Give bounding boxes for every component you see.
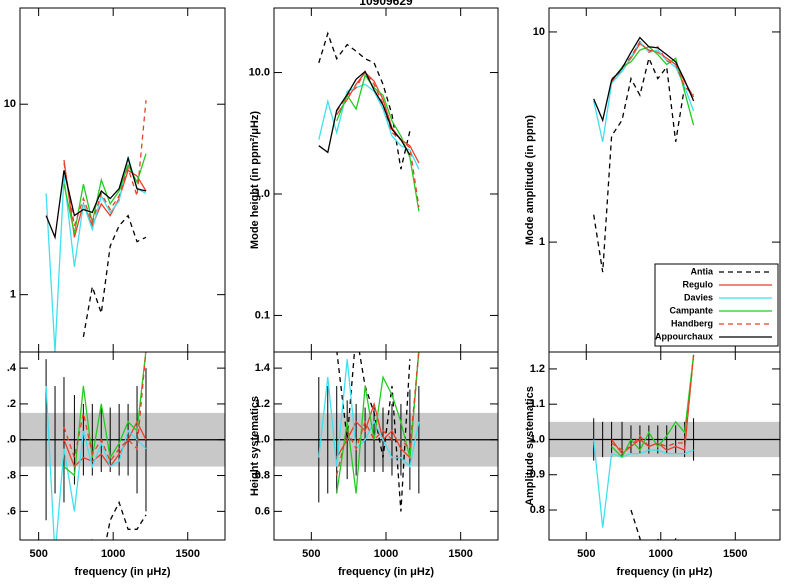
series-line [593, 56, 686, 273]
y-tick-label: 1.1 [530, 398, 545, 410]
legend-box [654, 263, 779, 347]
x-tick-label: 1000 [101, 548, 125, 560]
series-line [611, 40, 695, 96]
x-tick-label: 1500 [723, 548, 747, 560]
plot-area [274, 352, 498, 512]
y-tick-label: 1.0 [255, 434, 270, 446]
x-tick-label: 1000 [649, 548, 673, 560]
series-line [63, 352, 147, 463]
x-axis-label: frequency (in μHz) [75, 566, 171, 578]
series-line [63, 352, 147, 477]
y-tick-label: 0.8 [530, 504, 545, 516]
y-tick-label: 1.0 [255, 188, 270, 200]
x-tick-label: 500 [29, 548, 47, 560]
y-tick-label: 10 [533, 26, 545, 38]
series-line [336, 352, 411, 512]
plot-frame [19, 351, 226, 541]
series-line [45, 385, 147, 540]
y-tick-label: 10.0 [249, 66, 270, 78]
series-line [318, 359, 420, 468]
y-tick-label: 0.9 [530, 469, 545, 481]
y-tick-label: .8 [7, 469, 16, 481]
series-line [318, 70, 411, 156]
y-tick-label: 1.4 [255, 362, 271, 374]
series-line [336, 352, 420, 460]
series-line [45, 155, 147, 240]
series-line [336, 352, 420, 476]
series-line [63, 420, 147, 468]
legend-label: Handberg [671, 318, 713, 328]
y-tick-label: 1.0 [530, 433, 545, 445]
y-tick-label: .0 [7, 434, 16, 446]
plot-area [318, 31, 420, 212]
y-tick-label: 0.8 [255, 469, 270, 481]
legend-label: Appourchaux [655, 331, 713, 341]
series-line [593, 439, 694, 528]
series-line [82, 214, 147, 338]
y-tick-label: .4 [7, 362, 17, 374]
legend-label: Regulo [683, 279, 714, 289]
series-line [611, 354, 695, 459]
plot-area [20, 352, 225, 540]
plot-area [45, 100, 147, 352]
series-line [63, 100, 147, 227]
y-tick-label: .6 [7, 505, 16, 517]
legend-label: Campante [669, 305, 713, 315]
y-tick-label: 1.2 [255, 398, 270, 410]
x-axis-label: frequency (in μHz) [338, 566, 434, 578]
x-axis-label: frequency (in μHz) [617, 566, 713, 578]
chart-title: 10909629 [359, 0, 413, 8]
y-tick-label: 0.6 [255, 505, 270, 517]
y-axis-label: Mode amplitude (in ppm) [524, 115, 536, 245]
x-tick-label: 1500 [175, 548, 199, 560]
x-tick-label: 500 [577, 548, 595, 560]
y-tick-label: 1 [10, 289, 16, 301]
y-tick-label: .2 [7, 398, 16, 410]
y-tick-label: 1 [539, 236, 545, 248]
plot-area [593, 36, 695, 273]
y-axis-label: Mode height (in ppm²/μHz) [249, 111, 261, 249]
series-line [318, 83, 420, 170]
plot-frame [273, 7, 499, 353]
y-axis-label: Height systematics [249, 396, 261, 496]
plot-area [549, 354, 780, 540]
series-line [611, 354, 695, 451]
series-line [336, 70, 420, 208]
series-line [336, 352, 420, 494]
y-axis-label: Amplitude systematics [524, 386, 536, 506]
x-tick-label: 1000 [374, 548, 398, 560]
series-line [630, 509, 677, 540]
y-tick-label: 0.1 [255, 309, 270, 321]
series-line [336, 71, 420, 164]
series-line [91, 500, 147, 540]
legend-label: Davies [684, 292, 713, 302]
x-tick-label: 500 [302, 548, 320, 560]
y-tick-label: 10 [4, 98, 16, 110]
legend-label: Antia [691, 266, 714, 276]
plot-frame [548, 351, 781, 541]
series-line [45, 156, 147, 352]
series-line [318, 31, 411, 170]
x-tick-label: 1500 [448, 548, 472, 560]
series-line [593, 36, 695, 123]
y-tick-label: 1.2 [530, 363, 545, 375]
